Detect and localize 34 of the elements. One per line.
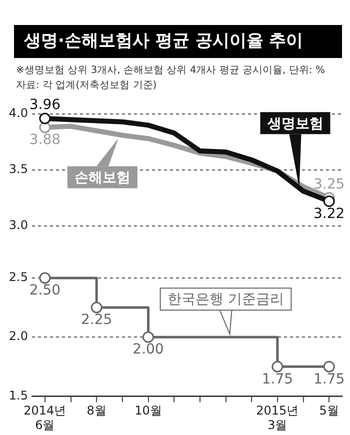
x-tick-label: 2014년 6월 [24, 404, 66, 432]
data-label: 3.22 [313, 206, 345, 222]
legend-label: 손해보험 [74, 170, 130, 186]
data-label: 1.75 [262, 371, 294, 388]
data-label: 2.00 [132, 342, 164, 358]
text: 자료: 각 업계(저축성보험 기준) [16, 79, 157, 92]
y-tick-label: 2.0 [8, 329, 28, 344]
data-label: 1.75 [313, 371, 345, 388]
chart-subtitle: ※생명보험 상위 3개사, 손해보험 상위 4개사 평균 공시이율, 단위: % [16, 64, 325, 77]
x-tick-label: 5월 [319, 404, 339, 418]
point [39, 122, 51, 134]
data-label: 3.25 [313, 176, 345, 192]
x-tick-label: 10월 [134, 404, 162, 418]
series-label: 한국은행 기준금리 [168, 292, 284, 308]
point [90, 302, 102, 314]
point [323, 360, 335, 372]
x-tick-label: 2015년 3월 [256, 404, 299, 432]
point [39, 112, 51, 124]
x-tick-label: 8월 [86, 404, 106, 418]
point [323, 195, 335, 207]
data-label: 2.25 [80, 312, 112, 328]
y-tick-label: 3.0 [8, 218, 28, 232]
chart-title: 생명·손해보험사 평균 공시이율 추이 [14, 25, 342, 58]
point [142, 331, 154, 343]
text: 생명보험 [266, 116, 324, 132]
y-tick-label: 2.5 [8, 270, 28, 284]
y-tick-label: 4.0 [8, 106, 28, 120]
point [39, 272, 51, 284]
data-label: 3.88 [29, 132, 61, 148]
data-label: 2.50 [29, 282, 61, 299]
y-tick-label: 3.5 [8, 162, 28, 176]
y-tick-label: 1.5 [8, 388, 28, 402]
data-label: 3.96 [29, 97, 61, 114]
point [272, 360, 284, 372]
